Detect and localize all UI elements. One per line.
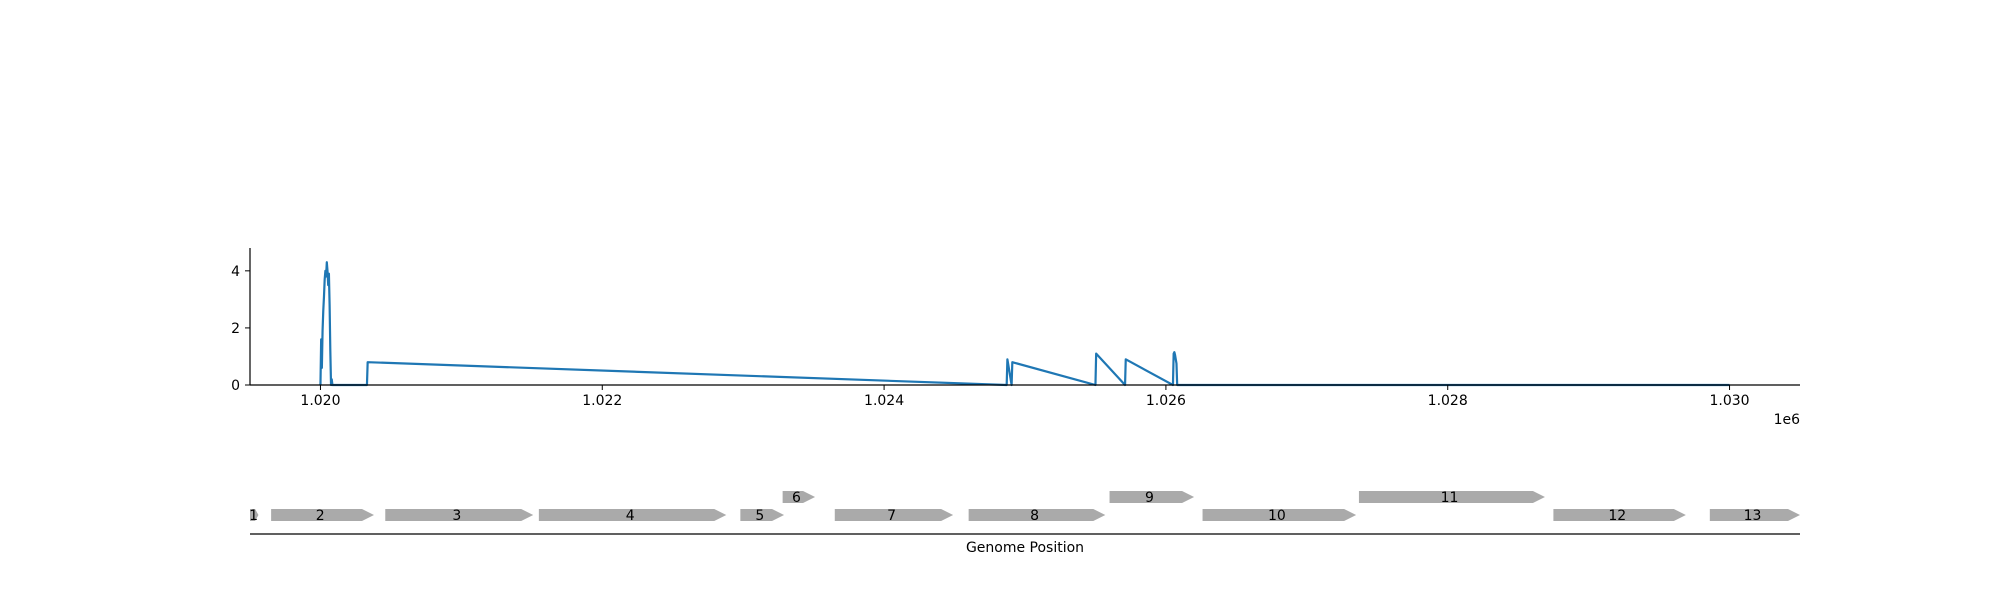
genome-position-label: Genome Position	[966, 540, 1084, 556]
gene-arrow-7	[834, 509, 954, 521]
gene-label-8: 8	[1030, 508, 1039, 524]
x-tick-label: 1.022	[582, 393, 622, 409]
x-tick-group: 1.020 1.022 1.024 1.026 1.028 1.030	[300, 385, 1750, 409]
gene-arrow-12	[1553, 509, 1686, 521]
coverage-plot: 1.020 1.022 1.024 1.026 1.028 1.030 0 2 4 1e6	[231, 248, 1800, 428]
gene-label-11: 11	[1441, 490, 1459, 506]
gene-arrow-11	[1358, 491, 1545, 503]
gene-arrow-1	[250, 509, 259, 521]
gene-label-13: 13	[1744, 508, 1762, 524]
gene-label-10: 10	[1268, 508, 1286, 524]
y-tick-label: 0	[231, 378, 240, 394]
gene-arrow-4	[538, 509, 727, 521]
x-tick-label: 1.030	[1709, 393, 1749, 409]
gene-label-3: 3	[452, 508, 461, 524]
gene-arrow-10	[1202, 509, 1357, 521]
x-axis-offset-label: 1e6	[1774, 412, 1801, 428]
gene-label-6: 6	[792, 490, 801, 506]
gene-label-2: 2	[316, 508, 325, 524]
gene-arrow-2	[271, 509, 374, 521]
gene-label-5: 5	[755, 508, 764, 524]
gene-label-12: 12	[1608, 508, 1626, 524]
gene-label-4: 4	[626, 508, 635, 524]
coverage-series-group	[319, 261, 1730, 387]
x-tick-label: 1.026	[1146, 393, 1186, 409]
gene-arrow-5	[740, 509, 785, 521]
gene-label-1: 1	[249, 508, 258, 524]
gene-arrow-8	[968, 509, 1106, 521]
gene-arrow-6	[782, 491, 816, 503]
coverage-line-0	[319, 261, 1730, 387]
gene-label-7: 7	[887, 508, 896, 524]
x-tick-label: 1.028	[1428, 393, 1468, 409]
gene-label-9: 9	[1145, 490, 1154, 506]
x-tick-label: 1.020	[300, 393, 340, 409]
x-tick-label: 1.024	[864, 393, 904, 409]
y-tick-label: 4	[231, 264, 240, 280]
gene-arrow-13	[1709, 509, 1800, 521]
y-tick-label: 2	[231, 321, 240, 337]
gene-arrow-3	[385, 509, 534, 521]
gene-arrow-9	[1109, 491, 1195, 503]
y-tick-group: 0 2 4	[231, 264, 250, 394]
